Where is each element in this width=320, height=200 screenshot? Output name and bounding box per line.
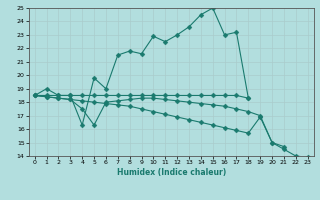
- X-axis label: Humidex (Indice chaleur): Humidex (Indice chaleur): [116, 168, 226, 177]
